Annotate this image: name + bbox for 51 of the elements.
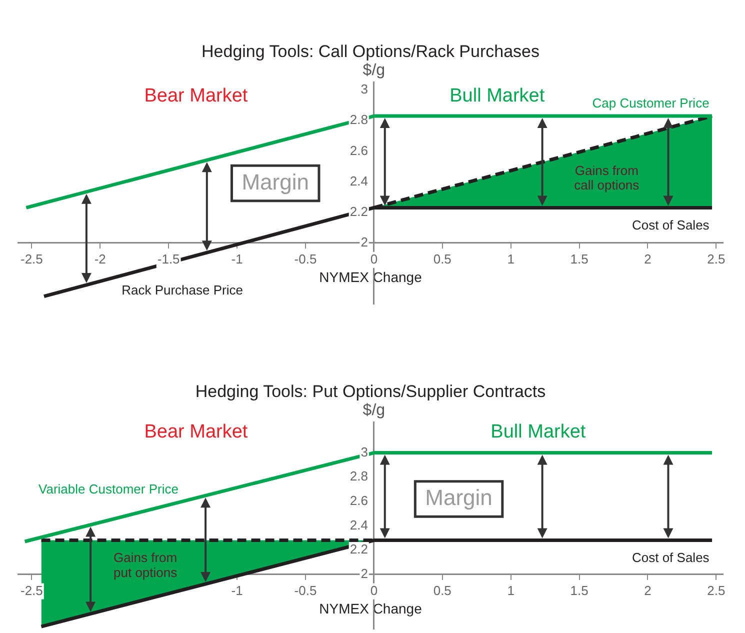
x-tick-label: 1.5 [570, 251, 588, 266]
x-tick-label: 1 [507, 251, 514, 266]
x-tick-label: 1 [507, 582, 514, 598]
x-axis-title: NYMEX Change [319, 600, 422, 617]
x-tick-label: 0 [370, 251, 378, 266]
series-label: Cost of Sales [632, 217, 710, 232]
annotation: Gains from call options [574, 162, 640, 193]
x-tick-label: 0.5 [433, 582, 452, 598]
x-tick-label: 2.5 [707, 251, 726, 266]
y-tick-label: 2.8 [350, 112, 368, 128]
annotation: Margin [242, 169, 309, 194]
y-tick-label: 2.8 [350, 468, 368, 484]
x-tick-label: -2.5 [20, 251, 43, 266]
y-tick-label: 3 [360, 82, 368, 97]
y-axis-title: $/g [362, 402, 386, 419]
x-tick-label: 2.5 [707, 582, 726, 598]
series-label: Variable Customer Price [38, 482, 178, 497]
series-label: Cap Customer Price [592, 96, 710, 111]
x-tick-label: -2 [94, 251, 106, 266]
x-axis-title: NYMEX Change [319, 269, 422, 286]
x-tick-label: 2 [644, 251, 652, 266]
annotation: Margin [425, 485, 492, 510]
y-tick-label: 2 [360, 566, 368, 581]
x-tick-label: 0.5 [433, 251, 452, 266]
y-tick-label: 2.4 [350, 517, 368, 532]
x-tick-label: -1.5 [157, 251, 180, 266]
series-label: Cost of Sales [632, 550, 710, 565]
y-tick-label: 3 [360, 444, 368, 460]
y-tick-label: 2 [360, 234, 368, 250]
annotation: Bull Market [450, 85, 546, 106]
x-tick-label: 0 [370, 582, 378, 598]
y-tick-label: 2.4 [350, 173, 368, 188]
x-tick-label: -0.5 [294, 582, 317, 598]
x-tick-label: -0.5 [294, 251, 317, 266]
y-tick-label: 2.6 [350, 492, 368, 508]
y-tick-label: 2.6 [350, 142, 368, 158]
x-tick-label: -2.5 [20, 582, 43, 598]
y-tick-label: 2.2 [350, 542, 368, 557]
chart-title: Hedging Tools: Put Options/Supplier Contracts [195, 382, 546, 401]
annotation: Gains from put options [114, 550, 178, 580]
annotation: Bear Market [144, 421, 248, 442]
x-tick-label: -1 [231, 251, 243, 266]
y-axis-title: $/g [362, 62, 386, 79]
annotation: Bull Market [490, 421, 586, 442]
chart-title: Hedging Tools: Call Options/Rack Purchases [202, 42, 540, 61]
x-tick-label: 1.5 [570, 582, 588, 598]
annotation: Rack Purchase Price [122, 282, 243, 298]
annotation: Bear Market [144, 85, 248, 106]
x-tick-label: -1 [231, 582, 243, 598]
x-tick-label: 2 [644, 582, 652, 598]
y-tick-label: 2.2 [350, 204, 368, 219]
